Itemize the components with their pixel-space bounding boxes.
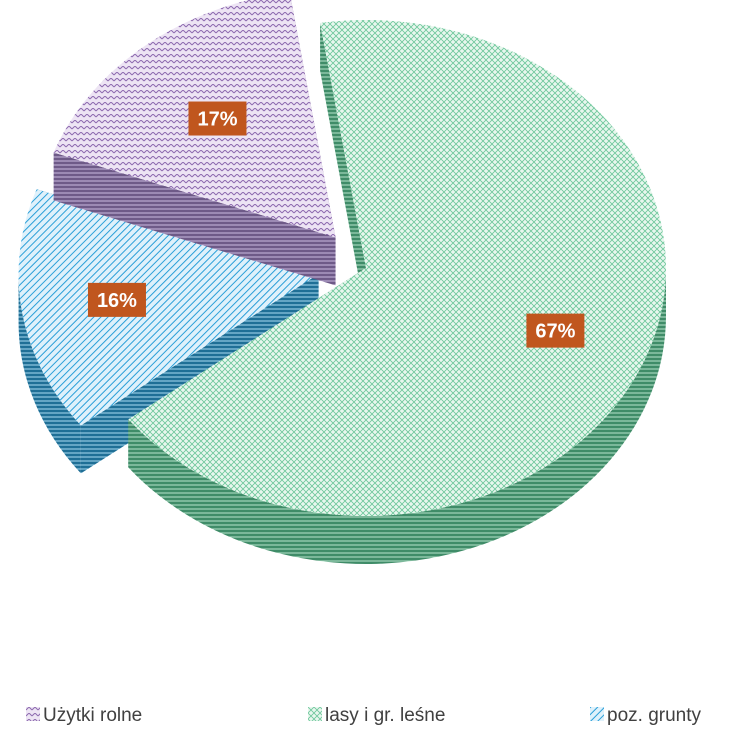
- green-hatch-swatch-icon: [308, 705, 322, 727]
- svg-text:67%: 67%: [535, 321, 575, 343]
- legend-label: Użytki rolne: [43, 705, 143, 726]
- svg-text:17%: 17%: [197, 109, 237, 131]
- data-label: 67%: [526, 313, 585, 348]
- pie-plot-area: 16% 17% 67%: [18, 0, 667, 564]
- legend-item-poz-grunty: poz. grunty: [590, 705, 701, 727]
- legend-label: lasy i gr. leśne: [325, 705, 446, 726]
- legend-label: poz. grunty: [607, 705, 701, 726]
- legend-item-uzytki-rolne: Użytki rolne: [26, 705, 142, 727]
- chart-legend: Użytki rolne lasy i gr. leśne poz. grunt…: [0, 705, 733, 729]
- svg-text:16%: 16%: [97, 290, 137, 312]
- purple-hatch-swatch-icon: [26, 705, 40, 727]
- blue-hatch-swatch-icon: [590, 705, 604, 727]
- legend-item-lasy: lasy i gr. leśne: [308, 705, 445, 727]
- data-label: 17%: [188, 101, 247, 136]
- data-label: 16%: [87, 282, 146, 317]
- slice-lasy: [128, 20, 667, 564]
